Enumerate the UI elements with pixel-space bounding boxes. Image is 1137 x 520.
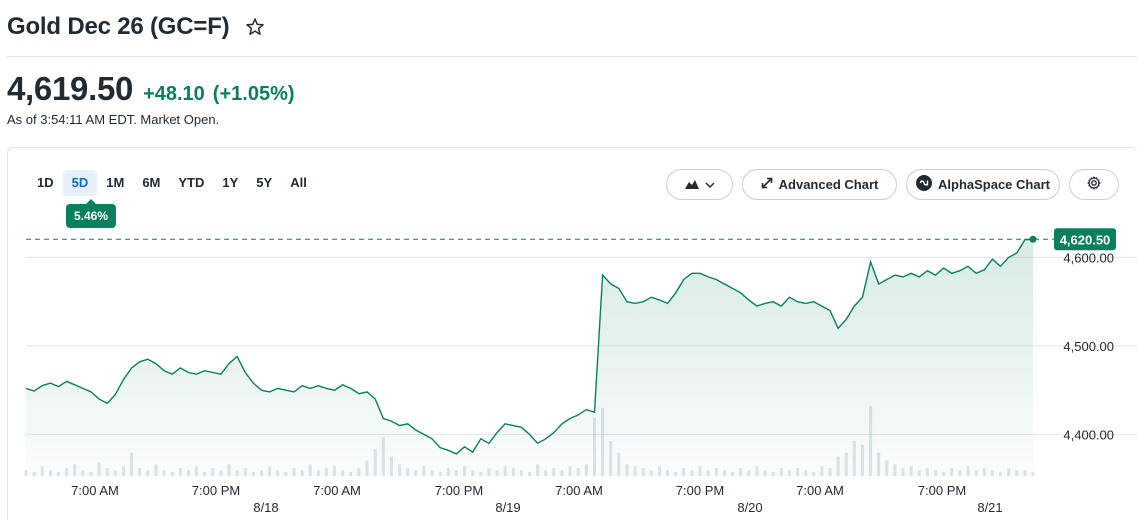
price-change-percent: (+1.05%)	[212, 83, 295, 105]
gear-icon	[1087, 176, 1101, 193]
range-all[interactable]: All	[290, 175, 307, 190]
market-status: As of 3:54:11 AM EDT. Market Open.	[7, 112, 220, 127]
alphaspace-chart-label: AlphaSpace Chart	[938, 177, 1050, 192]
range-5y[interactable]: 5Y	[256, 175, 273, 190]
advanced-chart-label: Advanced Chart	[778, 177, 879, 192]
star-outline-icon[interactable]	[245, 17, 265, 37]
chart-settings-button[interactable]	[1069, 169, 1119, 200]
range-5d[interactable]: 5D	[62, 170, 98, 196]
mountain-chart-icon	[684, 177, 705, 192]
range-1y[interactable]: 1Y	[222, 175, 239, 190]
page-title: Gold Dec 26 (GC=F)	[7, 13, 230, 40]
range-6m[interactable]: 6M	[142, 175, 161, 190]
range-1d[interactable]: 1D	[37, 175, 54, 190]
last-price: 4,619.50	[7, 70, 134, 107]
chart-type-button[interactable]	[666, 169, 733, 200]
chevron-down-icon	[704, 177, 715, 192]
alphaspace-chart-button[interactable]: AlphaSpace Chart	[906, 169, 1060, 200]
chart-card	[7, 147, 1137, 520]
range-ytd[interactable]: YTD	[178, 175, 205, 190]
range-selector: 1D 5D 1M 6M YTD 1Y 5Y All	[28, 170, 316, 196]
alphaspace-logo-icon	[916, 175, 932, 194]
range-change-badge: 5.46%	[66, 199, 116, 228]
price-change: +48.10	[143, 83, 205, 105]
advanced-chart-button[interactable]: Advanced Chart	[742, 169, 897, 200]
expand-icon	[761, 177, 773, 192]
quote-price-row: 4,619.50 +48.10 (+1.05%)	[7, 70, 295, 108]
title-divider	[7, 56, 1137, 57]
range-1m[interactable]: 1M	[106, 175, 125, 190]
title-row: Gold Dec 26 (GC=F)	[7, 12, 265, 42]
